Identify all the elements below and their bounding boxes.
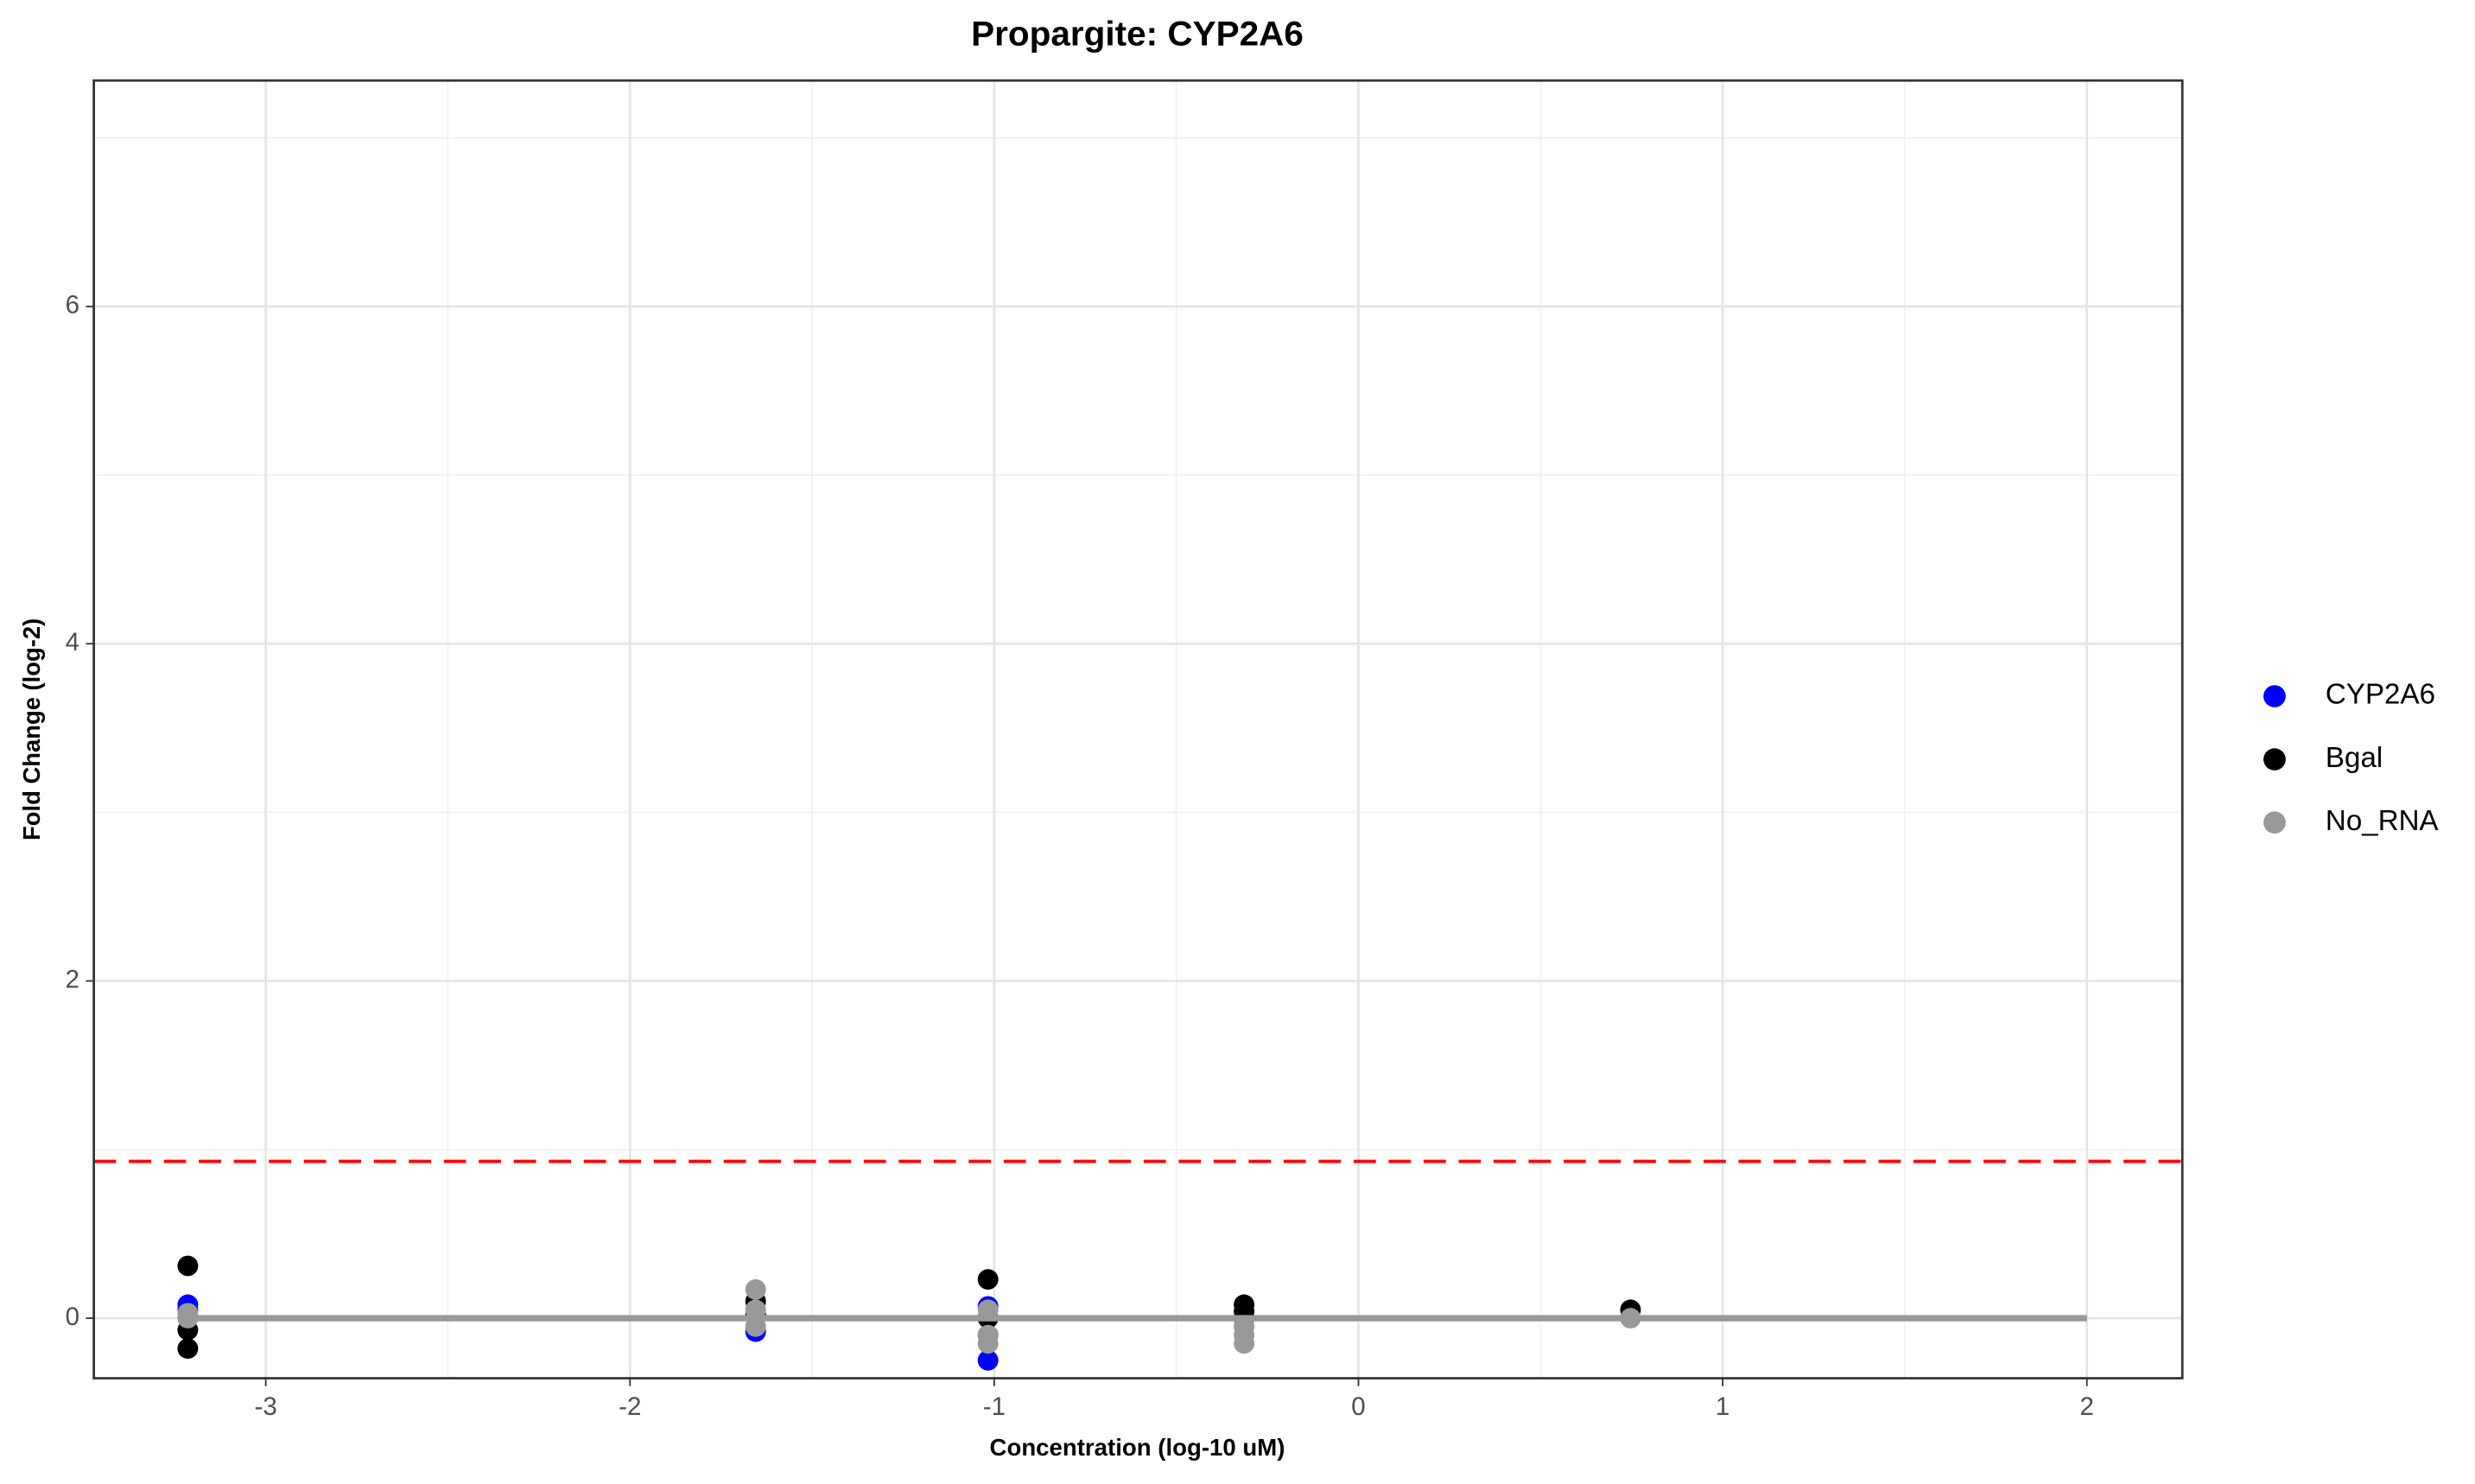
plot-border (92, 79, 2184, 1379)
point (977, 1269, 999, 1291)
y-tick-label: 6 (66, 291, 79, 320)
y-tick-label: 2 (66, 965, 79, 993)
x-tick-label: 1 (1716, 1392, 1729, 1421)
point (745, 1299, 766, 1321)
legend-label: No_RNA (2326, 804, 2439, 836)
point (177, 1255, 199, 1277)
point (745, 1278, 766, 1300)
x-tick-label: 2 (2080, 1392, 2094, 1421)
point (977, 1349, 999, 1371)
x-tick-label: -2 (619, 1392, 641, 1421)
legend-label: CYP2A6 (2326, 678, 2435, 710)
point (745, 1316, 766, 1337)
x-tick-label: 0 (1351, 1392, 1365, 1421)
x-axis-label: Concentration (log-10 uM) (990, 1434, 1285, 1461)
legend-label: Bgal (2326, 741, 2383, 773)
point (977, 1333, 999, 1354)
x-tick-label: -3 (255, 1392, 277, 1421)
chart-title: Propargite: CYP2A6 (971, 14, 1304, 54)
legend-marker (2263, 685, 2286, 707)
y-axis-label: Fold Change (log-2) (18, 618, 45, 840)
legend-marker (2263, 748, 2286, 771)
point (977, 1299, 999, 1321)
x-tick-label: -1 (983, 1392, 1006, 1421)
point (177, 1338, 199, 1360)
y-tick-label: 4 (66, 628, 79, 656)
legend-marker (2263, 811, 2286, 834)
point (1234, 1333, 1255, 1354)
y-tick-label: 0 (66, 1303, 79, 1331)
